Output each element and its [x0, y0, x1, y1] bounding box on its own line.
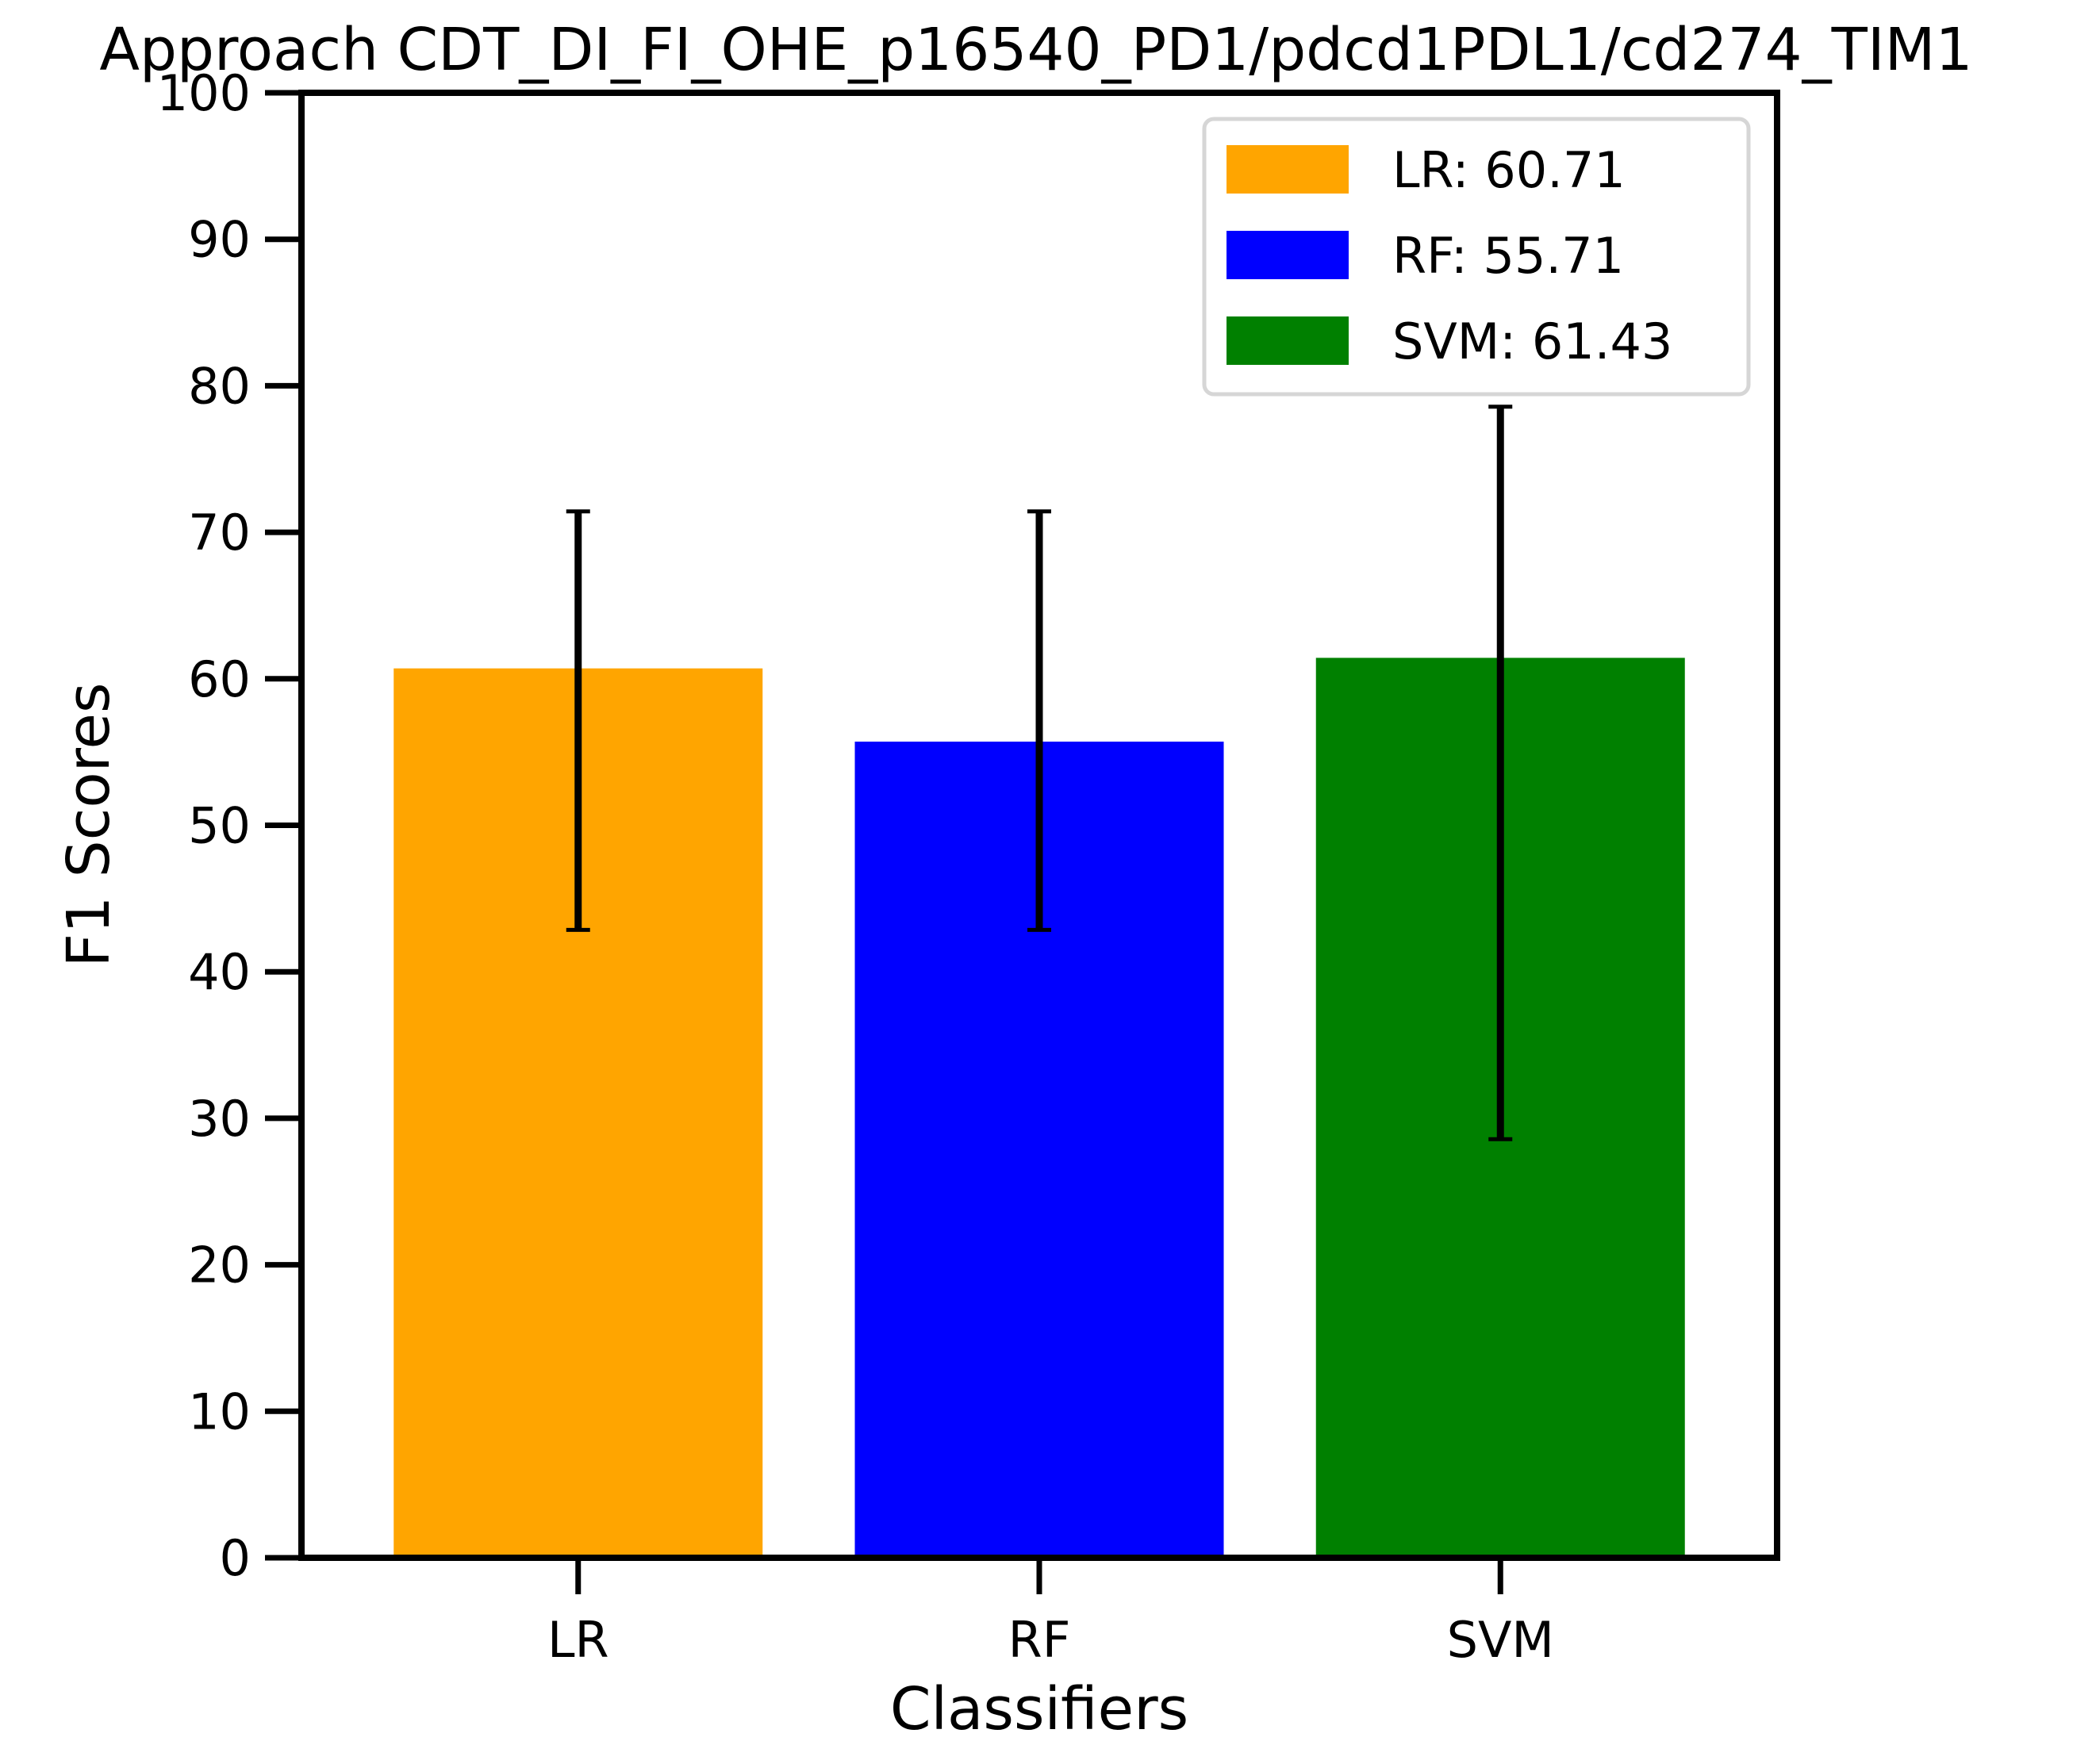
x-axis: LR RF SVM	[547, 1558, 1554, 1669]
error-bar-svm	[1488, 405, 1513, 1141]
y-tick-label: 80	[188, 357, 251, 415]
y-tick-label: 10	[188, 1382, 251, 1440]
x-axis-label: Classifiers	[890, 1675, 1188, 1743]
y-tick-label: 20	[188, 1237, 251, 1294]
y-tick-label: 30	[188, 1090, 251, 1148]
y-tick-label: 100	[157, 64, 251, 122]
y-tick-label: 60	[188, 650, 251, 708]
y-axis: 0 10 20 30 40 50 60 70 80 90 100	[157, 64, 301, 1587]
y-tick-label: 0	[220, 1529, 251, 1587]
legend-label-lr: LR: 60.71	[1392, 141, 1626, 199]
y-tick-label: 70	[188, 504, 251, 562]
legend-label-rf: RF: 55.71	[1392, 227, 1624, 285]
error-bar-rf	[1027, 509, 1051, 932]
y-axis-label: F1 Scores	[55, 683, 123, 968]
legend-swatch-svm	[1227, 316, 1349, 365]
y-tick-label: 50	[188, 797, 251, 855]
legend-label-svm: SVM: 61.43	[1392, 313, 1672, 370]
legend-swatch-rf	[1227, 231, 1349, 279]
chart-title: Approach CDT_DI_FI_OHE_p16540_PD1/pdcd1P…	[99, 16, 1972, 84]
legend: LR: 60.71 RF: 55.71 SVM: 61.43	[1202, 117, 1751, 397]
x-tick-label-lr: LR	[547, 1611, 609, 1669]
error-bars-layer	[566, 405, 1513, 1141]
error-bar-lr	[566, 509, 590, 932]
legend-swatch-lr	[1227, 145, 1349, 194]
x-tick-label-rf: RF	[1008, 1611, 1071, 1669]
x-tick-label-svm: SVM	[1447, 1611, 1554, 1669]
y-tick-label: 90	[188, 211, 251, 269]
y-tick-label: 40	[188, 943, 251, 1001]
